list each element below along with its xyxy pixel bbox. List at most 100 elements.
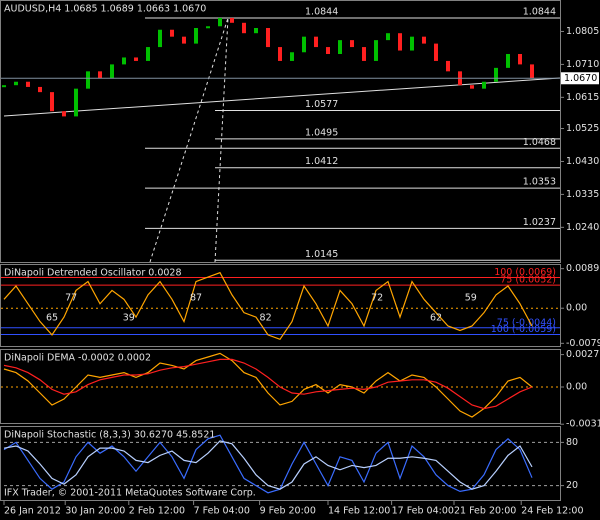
y-tick-label: -0.0031 bbox=[566, 419, 600, 430]
annotation: 59 bbox=[465, 293, 477, 304]
x-tick-label: 2 Feb 12:00 bbox=[129, 506, 185, 517]
x-tick-label: 21 Feb 20:00 bbox=[454, 506, 516, 517]
x-tick-label: 14 Feb 12:00 bbox=[328, 506, 390, 517]
series-line bbox=[3, 434, 533, 494]
annotation: 62 bbox=[430, 313, 442, 324]
candle bbox=[98, 71, 102, 79]
candle bbox=[194, 28, 198, 44]
y-tick-label: 1.0615 bbox=[566, 92, 599, 103]
last-price-label: 1.0670 bbox=[564, 73, 597, 84]
y-tick-label: 1.0525 bbox=[566, 123, 599, 134]
x-tick-label: 17 Feb 04:00 bbox=[392, 506, 454, 517]
candle bbox=[74, 88, 78, 117]
panel-title: DiNapoli DEMA -0.0002 0.0002 bbox=[4, 353, 151, 364]
candle bbox=[278, 47, 282, 61]
fib-label: 1.0145 bbox=[305, 249, 338, 260]
candle bbox=[146, 47, 150, 61]
candle bbox=[302, 36, 306, 53]
candle bbox=[254, 28, 258, 34]
y-tick-label: 1.0710 bbox=[566, 59, 599, 70]
candle bbox=[86, 71, 90, 89]
panel-title: DiNapoli Stochastic (8,3,3) 30.6270 45.8… bbox=[4, 430, 215, 441]
candle bbox=[434, 43, 438, 61]
annotation: 87 bbox=[190, 293, 202, 304]
candle bbox=[170, 29, 174, 37]
annotation: 65 bbox=[46, 313, 58, 324]
trend-line bbox=[3, 77, 561, 117]
level-label: 75 (0.0052) bbox=[500, 275, 556, 286]
series-line bbox=[3, 352, 533, 418]
y-tick-label: 0.0027 bbox=[566, 349, 599, 360]
candle bbox=[290, 52, 294, 61]
panel-title: AUDUSD,H4 1.0685 1.0689 1.0663 1.0670 bbox=[4, 4, 206, 15]
series-line bbox=[3, 440, 533, 490]
candle bbox=[242, 22, 246, 34]
candle bbox=[506, 54, 510, 68]
x-tick-label: 9 Feb 20:00 bbox=[260, 506, 316, 517]
candle bbox=[218, 17, 222, 27]
annotation: 39 bbox=[123, 313, 135, 324]
annotation: 72 bbox=[371, 293, 383, 304]
fib-label: 1.0468 bbox=[523, 137, 556, 148]
candle bbox=[518, 54, 522, 65]
candle bbox=[50, 92, 54, 112]
level-label: 100 (0.0069) bbox=[494, 267, 556, 278]
fib-label: 1.0844 bbox=[523, 6, 556, 17]
last-price-box bbox=[561, 72, 599, 85]
candle bbox=[362, 47, 366, 61]
y-tick-label: -0.0079 bbox=[566, 338, 600, 349]
series-line bbox=[3, 271, 533, 341]
candle bbox=[314, 36, 318, 48]
x-tick-label: 24 Feb 12:00 bbox=[521, 506, 583, 517]
annotation: 82 bbox=[260, 313, 272, 324]
candle bbox=[266, 28, 270, 48]
y-tick-label: 0.00 bbox=[566, 382, 587, 393]
y-tick-label: 1.0240 bbox=[566, 222, 599, 233]
candle bbox=[494, 67, 498, 82]
candle bbox=[158, 29, 162, 48]
series-line bbox=[3, 358, 533, 410]
candle bbox=[350, 40, 354, 48]
y-tick-label: 0.0089 bbox=[566, 263, 599, 274]
candle bbox=[326, 47, 330, 54]
y-tick-label: 1.0430 bbox=[566, 156, 599, 167]
candle bbox=[470, 85, 474, 89]
candle bbox=[38, 86, 42, 93]
fib-label: 1.0495 bbox=[305, 127, 338, 138]
fib-label: 1.0844 bbox=[305, 6, 338, 17]
candle bbox=[2, 85, 6, 88]
fib-label: 1.0412 bbox=[305, 156, 338, 167]
candle bbox=[230, 17, 234, 23]
fan-line bbox=[149, 17, 229, 263]
x-tick-label: 7 Feb 04:00 bbox=[194, 506, 250, 517]
candle bbox=[446, 60, 450, 72]
candle bbox=[206, 26, 210, 29]
y-tick-label: 80 bbox=[566, 437, 578, 448]
candle bbox=[410, 36, 414, 51]
level-label: 100 (-0.0059) bbox=[491, 324, 556, 335]
x-tick-label: 30 Jan 20:00 bbox=[65, 506, 125, 517]
candle bbox=[338, 40, 342, 54]
footer: IFX Trader, © 2001-2011 MetaQuotes Softw… bbox=[4, 488, 256, 499]
y-tick-label: 20 bbox=[566, 480, 578, 491]
x-tick-label: 26 Jan 2012 bbox=[4, 506, 61, 517]
candle bbox=[422, 36, 426, 44]
candle bbox=[110, 64, 114, 79]
candle bbox=[122, 57, 126, 65]
candle bbox=[134, 57, 138, 61]
candle bbox=[26, 81, 30, 87]
candle bbox=[386, 33, 390, 41]
candle bbox=[398, 33, 402, 51]
level-label: 75 (-0.0044) bbox=[497, 317, 556, 328]
candle bbox=[374, 40, 378, 61]
fib-label: 1.0577 bbox=[305, 99, 338, 110]
candle bbox=[482, 81, 486, 89]
candle bbox=[62, 111, 66, 117]
panel-title: DiNapoli Detrended Oscillator 0.0028 bbox=[4, 268, 182, 279]
y-tick-label: 1.0805 bbox=[566, 26, 599, 37]
annotation: 77 bbox=[65, 293, 77, 304]
y-tick-label: 1.0335 bbox=[566, 189, 599, 200]
candle bbox=[530, 64, 534, 79]
fib-label: 1.0237 bbox=[523, 217, 556, 228]
